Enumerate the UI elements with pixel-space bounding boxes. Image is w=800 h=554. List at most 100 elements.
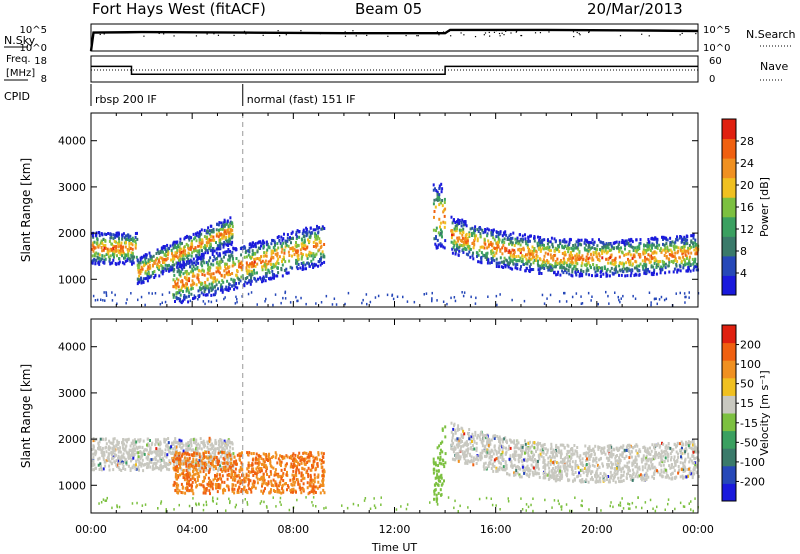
echo-cell xyxy=(273,248,276,252)
echo-cell xyxy=(511,243,514,247)
echo-cell xyxy=(260,469,263,473)
echo-cell xyxy=(219,246,222,250)
echo-cell xyxy=(145,256,148,259)
echo-cell xyxy=(194,480,197,484)
echo-cell xyxy=(569,252,572,256)
echo-cell xyxy=(432,202,435,206)
echo-cell xyxy=(282,255,285,259)
echo-cell xyxy=(546,246,549,249)
echo-cell xyxy=(316,475,319,479)
echo-cell xyxy=(314,228,317,232)
echo-cell xyxy=(571,270,574,274)
echo-cell xyxy=(284,239,287,243)
echo-cell xyxy=(435,235,437,239)
echo-cell xyxy=(198,250,201,254)
echo-cell xyxy=(197,235,200,238)
echo-cell xyxy=(247,481,250,485)
echo-cell xyxy=(168,247,171,251)
echo-cell xyxy=(156,466,159,470)
ground-scatter-cell xyxy=(688,291,690,294)
echo-cell xyxy=(176,490,179,494)
echo-cell xyxy=(197,442,200,446)
echo-cell xyxy=(174,280,176,284)
ground-scatter-cell xyxy=(189,299,192,303)
echo-cell xyxy=(196,476,199,480)
ground-scatter-cell xyxy=(224,296,226,299)
echo-cell xyxy=(96,237,99,241)
echo-cell xyxy=(479,232,482,236)
echo-cell xyxy=(439,221,442,225)
echo-cell xyxy=(522,248,525,252)
echo-cell xyxy=(660,265,663,269)
echo-cell xyxy=(284,241,287,245)
echo-cell xyxy=(139,261,142,265)
echo-cell xyxy=(132,257,135,261)
echo-cell xyxy=(177,483,180,487)
ground-scatter-cell xyxy=(361,301,363,305)
echo-cell xyxy=(118,461,121,465)
echo-cell xyxy=(506,238,509,241)
echo-cell xyxy=(472,246,475,250)
echo-cell xyxy=(139,450,142,454)
echo-cell xyxy=(288,254,291,257)
echo-cell xyxy=(203,261,206,265)
echo-cell xyxy=(215,485,218,489)
echo-cell xyxy=(621,267,624,271)
echo-cell xyxy=(464,222,467,226)
echo-cell xyxy=(303,467,306,471)
echo-cell xyxy=(160,458,163,462)
echo-cell xyxy=(287,244,290,248)
echo-cell xyxy=(260,467,263,470)
echo-cell xyxy=(182,260,185,264)
echo-cell xyxy=(291,483,294,487)
echo-cell xyxy=(179,466,182,469)
echo-cell xyxy=(109,254,112,258)
echo-cell xyxy=(124,438,127,442)
echo-cell xyxy=(185,276,188,280)
echo-cell xyxy=(120,241,123,245)
echo-cell xyxy=(465,224,468,228)
echo-cell xyxy=(533,248,536,252)
echo-cell xyxy=(286,470,288,474)
echo-cell xyxy=(230,475,233,479)
ground-scatter-cell xyxy=(369,300,372,304)
echo-cell xyxy=(195,447,197,451)
echo-cell xyxy=(507,261,510,265)
echo-cell xyxy=(312,478,315,482)
echo-cell xyxy=(188,489,191,493)
echo-cell xyxy=(138,440,141,444)
echo-cell xyxy=(221,285,224,289)
echo-cell xyxy=(219,238,221,242)
ground-scatter-cell xyxy=(617,295,619,299)
echo-cell xyxy=(646,241,649,245)
echo-cell xyxy=(314,263,317,267)
echo-cell xyxy=(126,259,129,263)
echo-cell xyxy=(182,272,185,276)
echo-cell xyxy=(437,469,440,473)
echo-cell xyxy=(242,277,245,281)
echo-cell xyxy=(435,229,437,233)
echo-cell xyxy=(172,447,175,451)
echo-cell xyxy=(488,243,490,247)
echo-cell xyxy=(121,254,123,258)
echo-cell xyxy=(193,261,196,265)
echo-cell xyxy=(432,457,435,461)
echo-cell xyxy=(438,197,441,201)
echo-cell xyxy=(231,471,234,475)
echo-cell xyxy=(221,452,224,456)
echo-cell xyxy=(256,458,259,462)
echo-cell xyxy=(475,234,478,238)
echo-cell xyxy=(531,252,534,256)
echo-cell xyxy=(217,244,220,248)
echo-cell xyxy=(624,239,627,243)
echo-cell xyxy=(694,241,697,245)
echo-cell xyxy=(663,260,665,264)
ground-scatter-cell xyxy=(272,303,274,307)
echo-cell xyxy=(695,246,698,250)
echo-cell xyxy=(195,233,198,237)
echo-cell xyxy=(206,236,208,240)
echo-cell xyxy=(196,273,199,277)
echo-cell xyxy=(504,264,507,267)
ground-scatter-cell xyxy=(193,294,196,297)
echo-cell xyxy=(533,259,536,262)
